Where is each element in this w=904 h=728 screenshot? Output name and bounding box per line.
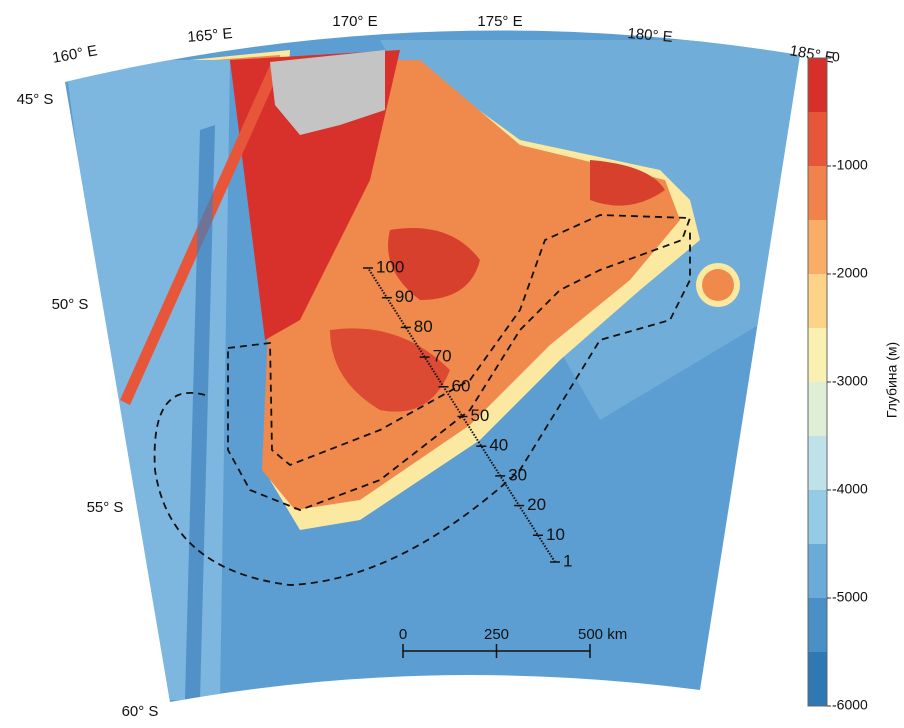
- transect-label: 70: [433, 347, 452, 366]
- colorbar-label: Глубина (м): [884, 342, 900, 418]
- transect-label: 10: [546, 525, 565, 544]
- colorbar-band: [808, 436, 827, 491]
- transect-label: 90: [395, 287, 414, 306]
- colorbar-tick-label: -6000: [832, 697, 868, 713]
- colorbar-band: [808, 652, 827, 707]
- map: Глубина (м) 160° E165° E170° E175° E180°…: [0, 0, 904, 723]
- colorbar-band: [808, 490, 827, 545]
- transect-label: 60: [452, 376, 471, 395]
- bathymetry: [0, 0, 904, 723]
- colorbar-band: [808, 328, 827, 383]
- scale-label: 500 km: [578, 626, 627, 643]
- longitude-label: 170° E: [332, 13, 377, 30]
- latitude-label: 50° S: [52, 296, 89, 313]
- longitude-label: 175° E: [477, 13, 522, 30]
- transect-label: 100: [376, 257, 404, 276]
- colorbar-band: [808, 544, 827, 599]
- longitude-label: 160° E: [51, 42, 98, 67]
- scale-label: 250: [484, 626, 509, 643]
- colorbar-band: [808, 598, 827, 653]
- transect-label: 20: [527, 495, 546, 514]
- colorbar-tick-label: 0: [832, 49, 840, 65]
- colorbar-tick-label: -3000: [832, 373, 868, 389]
- colorbar-band: [808, 274, 827, 329]
- latitude-label: 60° S: [122, 703, 159, 720]
- colorbar-tick-label: -4000: [832, 481, 868, 497]
- colorbar-tick-label: -2000: [832, 265, 868, 281]
- colorbar-tick-label: -1000: [832, 157, 868, 173]
- transect-label: 40: [489, 436, 508, 455]
- colorbar-band: [808, 166, 827, 221]
- colorbar-band: [808, 58, 827, 113]
- latitude-label: 45° S: [17, 91, 54, 108]
- longitude-label: 165° E: [187, 25, 234, 46]
- scale-label: 0: [399, 626, 407, 643]
- colorbar-band: [808, 220, 827, 275]
- colorbar-band: [808, 382, 827, 437]
- colorbar-tick-label: -5000: [832, 589, 868, 605]
- transect-label: 30: [508, 465, 527, 484]
- latitude-label: 55° S: [87, 499, 124, 516]
- transect-label: 50: [470, 406, 489, 425]
- transect-label: 80: [414, 317, 433, 336]
- colorbar-band: [808, 112, 827, 167]
- transect-label: 1: [563, 551, 572, 570]
